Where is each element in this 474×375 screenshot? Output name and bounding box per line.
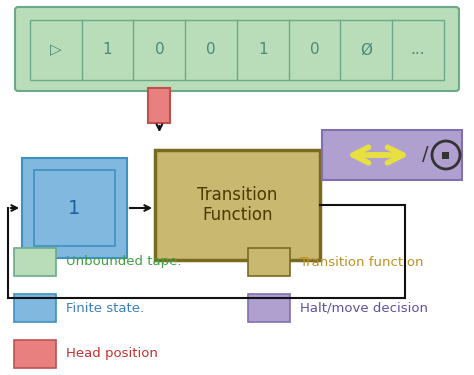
Text: /: / [422, 146, 428, 165]
Text: Transition function: Transition function [300, 255, 423, 268]
Text: 0: 0 [206, 42, 216, 57]
Bar [248, 294, 290, 322]
Bar [443, 152, 449, 159]
Text: ▷: ▷ [50, 42, 62, 57]
Bar [155, 150, 320, 260]
Text: Transition
Function: Transition Function [197, 186, 278, 224]
Text: 1: 1 [258, 42, 268, 57]
Text: Finite state.: Finite state. [66, 302, 144, 315]
Text: 1: 1 [68, 198, 81, 217]
Bar [14, 294, 56, 322]
Bar [148, 88, 170, 123]
FancyBboxPatch shape [15, 7, 459, 91]
Bar [248, 248, 290, 276]
Bar [322, 130, 462, 180]
Text: Head position: Head position [66, 348, 158, 360]
Text: ...: ... [411, 42, 426, 57]
Bar [14, 340, 56, 368]
Text: Ø: Ø [360, 42, 373, 57]
Bar [22, 158, 127, 258]
Text: 0: 0 [155, 42, 164, 57]
Bar [14, 248, 56, 276]
Bar [30, 20, 444, 80]
Text: Unbounded tape.: Unbounded tape. [66, 255, 182, 268]
Text: 0: 0 [310, 42, 319, 57]
Text: Halt/move decision: Halt/move decision [300, 302, 428, 315]
Text: 1: 1 [103, 42, 112, 57]
Bar [34, 170, 115, 246]
